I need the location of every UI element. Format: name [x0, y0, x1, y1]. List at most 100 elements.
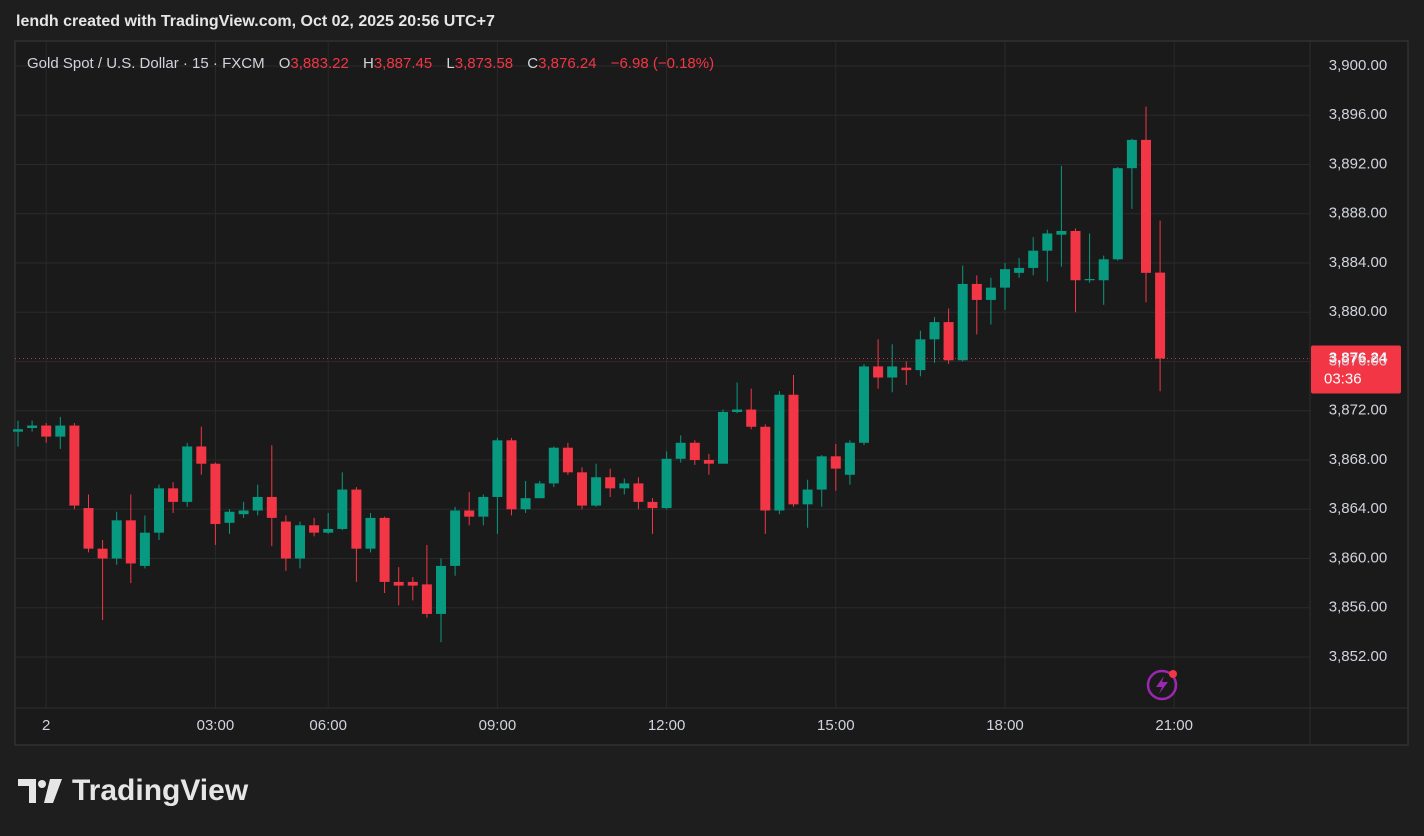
- candle-body: [421, 584, 432, 614]
- candle-body: [1155, 272, 1166, 359]
- candle-body: [266, 496, 277, 518]
- open-label: O: [279, 55, 291, 72]
- logo-dot: [38, 780, 46, 788]
- candle-body: [295, 525, 305, 559]
- candle-body: [1056, 230, 1067, 235]
- y-tick-label: 3,896.00: [1329, 106, 1387, 123]
- candle-body: [168, 488, 179, 502]
- candle-body: [351, 489, 362, 549]
- candle-body: [69, 425, 80, 506]
- y-tick-label: 3,872.00: [1329, 402, 1387, 419]
- candle-body: [1141, 139, 1151, 273]
- candle-body: [1112, 168, 1123, 260]
- candle-body: [548, 447, 559, 484]
- icon-dot: [1169, 670, 1177, 678]
- y-tick-label: 3,892.00: [1329, 155, 1387, 172]
- x-tick-label: 06:00: [309, 717, 347, 734]
- candle-body: [154, 488, 164, 533]
- y-tick-label: 3,856.00: [1329, 599, 1387, 616]
- candle-body: [379, 517, 390, 582]
- candle-body: [196, 446, 207, 464]
- candles: [13, 106, 1310, 643]
- high-value: 3,887.45: [374, 55, 432, 72]
- candle-body: [506, 440, 517, 510]
- candle-body: [957, 283, 968, 361]
- candle-body: [393, 581, 404, 586]
- candle-body: [577, 472, 587, 506]
- candle-body: [718, 411, 728, 464]
- symbol: Gold Spot / U.S. Dollar · 15 · FXCM: [27, 55, 265, 72]
- price-tag: 3,876.24 03:36: [1311, 345, 1401, 394]
- candle-body: [605, 477, 616, 489]
- candle-body: [591, 477, 602, 506]
- close-value: 3,876.24: [538, 55, 596, 72]
- x-tick-label: 09:00: [479, 717, 517, 734]
- candle-body: [238, 510, 249, 515]
- icon-ring: [1146, 669, 1178, 701]
- candle-body: [929, 322, 940, 340]
- candle-body: [985, 287, 996, 300]
- grid: [15, 41, 1310, 708]
- open-value: 3,883.22: [290, 55, 348, 72]
- icon-bolt: [1156, 676, 1168, 694]
- candle-body: [323, 528, 334, 533]
- candle-body: [478, 496, 489, 517]
- x-tick-label: 12:00: [648, 717, 686, 734]
- candle-body: [1084, 279, 1095, 281]
- candle-body: [661, 458, 672, 509]
- brand-logo: [18, 779, 62, 803]
- candle-body: [1098, 259, 1109, 281]
- candle-body: [689, 442, 700, 461]
- candle-body: [1070, 230, 1081, 281]
- candle-body: [309, 525, 320, 533]
- y-tick-label: 3,888.00: [1329, 205, 1387, 222]
- candle-body: [788, 394, 799, 505]
- y-tick-label: 3,880.00: [1329, 303, 1387, 320]
- candle-body: [55, 425, 66, 437]
- candle-body: [41, 425, 52, 437]
- candle-body: [774, 394, 785, 511]
- brand-name: TradingView: [72, 774, 249, 807]
- candle-body: [746, 409, 757, 427]
- y-tick-label: 3,864.00: [1329, 500, 1387, 517]
- candle-body: [365, 517, 376, 549]
- alert-icon[interactable]: [1146, 669, 1178, 701]
- legend-header: Gold Spot / U.S. Dollar · 15 · FXCM O3,8…: [27, 55, 714, 72]
- candle-body: [1042, 233, 1053, 251]
- candle-body: [280, 521, 291, 559]
- candle-body: [27, 425, 38, 429]
- candle-body: [534, 483, 545, 499]
- price-tag-countdown: 03:36: [1324, 371, 1362, 388]
- candle-body: [182, 446, 193, 502]
- y-tick-label: 3,852.00: [1329, 648, 1387, 665]
- logo-v: [44, 779, 62, 803]
- candle-body: [647, 501, 658, 509]
- candle-body: [436, 565, 446, 614]
- candle-body: [887, 366, 898, 378]
- change: −6.98 (−0.18%): [611, 55, 714, 72]
- x-tick-label: 18:00: [986, 717, 1024, 734]
- x-tick-label: 2: [42, 717, 50, 734]
- candle-body: [562, 447, 573, 473]
- candle-body: [873, 366, 884, 378]
- candle-body: [520, 498, 531, 510]
- candle-body: [492, 440, 503, 497]
- candle-body: [619, 483, 630, 489]
- candle-body: [633, 483, 644, 502]
- candle-body: [830, 456, 841, 469]
- x-tick-label: 03:00: [197, 717, 235, 734]
- logo-t: [18, 779, 36, 803]
- candle-body: [464, 510, 475, 517]
- candle-body: [943, 322, 954, 361]
- candle-body: [252, 496, 263, 511]
- candle-body: [450, 510, 461, 566]
- y-tick-label: 3,860.00: [1329, 549, 1387, 566]
- candle-body: [802, 489, 813, 505]
- candle-body: [97, 548, 108, 559]
- y-tick-label: 3,900.00: [1329, 57, 1387, 74]
- candle-body: [1000, 269, 1010, 288]
- candle-body: [139, 532, 150, 566]
- price-tag-price: 3,876.24: [1329, 350, 1388, 367]
- candle-body: [224, 511, 235, 523]
